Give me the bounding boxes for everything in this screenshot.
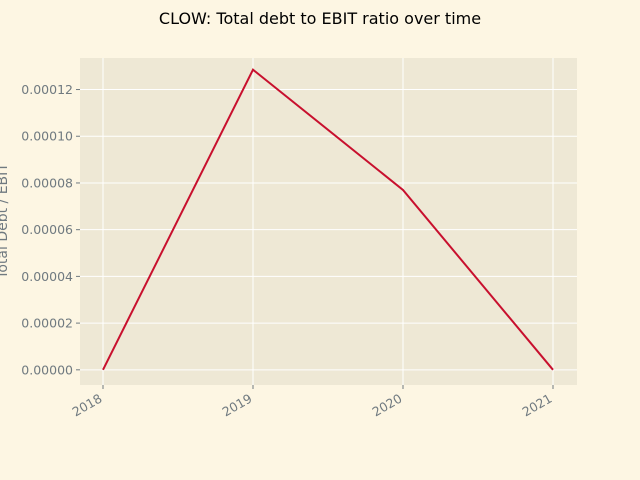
x-tick-label: 2020 — [369, 391, 404, 420]
plot-area — [80, 58, 577, 385]
y-tick-label: 0.00008 — [21, 175, 73, 190]
y-tick-label: 0.00002 — [21, 316, 73, 331]
y-axis-label: Total Debt / EBIT — [0, 163, 11, 280]
x-tick-label: 2019 — [219, 391, 254, 420]
x-axis: 2018 2019 2020 2021 — [69, 385, 555, 420]
chart-title: CLOW: Total debt to EBIT ratio over time — [159, 9, 481, 28]
y-axis: 0.00000 0.00002 0.00004 0.00006 0.00008 0.000… — [21, 82, 80, 377]
y-tick-label: 0.00012 — [21, 82, 73, 97]
x-tick-label: 2021 — [519, 391, 554, 420]
x-tick-label: 2018 — [69, 391, 104, 420]
y-tick-label: 0.00004 — [21, 269, 73, 284]
grid — [80, 58, 577, 385]
y-tick-label: 0.00010 — [21, 129, 73, 144]
y-tick-label: 0.00000 — [21, 362, 73, 377]
y-tick-label: 0.00006 — [21, 222, 73, 237]
series-line — [102, 68, 554, 371]
